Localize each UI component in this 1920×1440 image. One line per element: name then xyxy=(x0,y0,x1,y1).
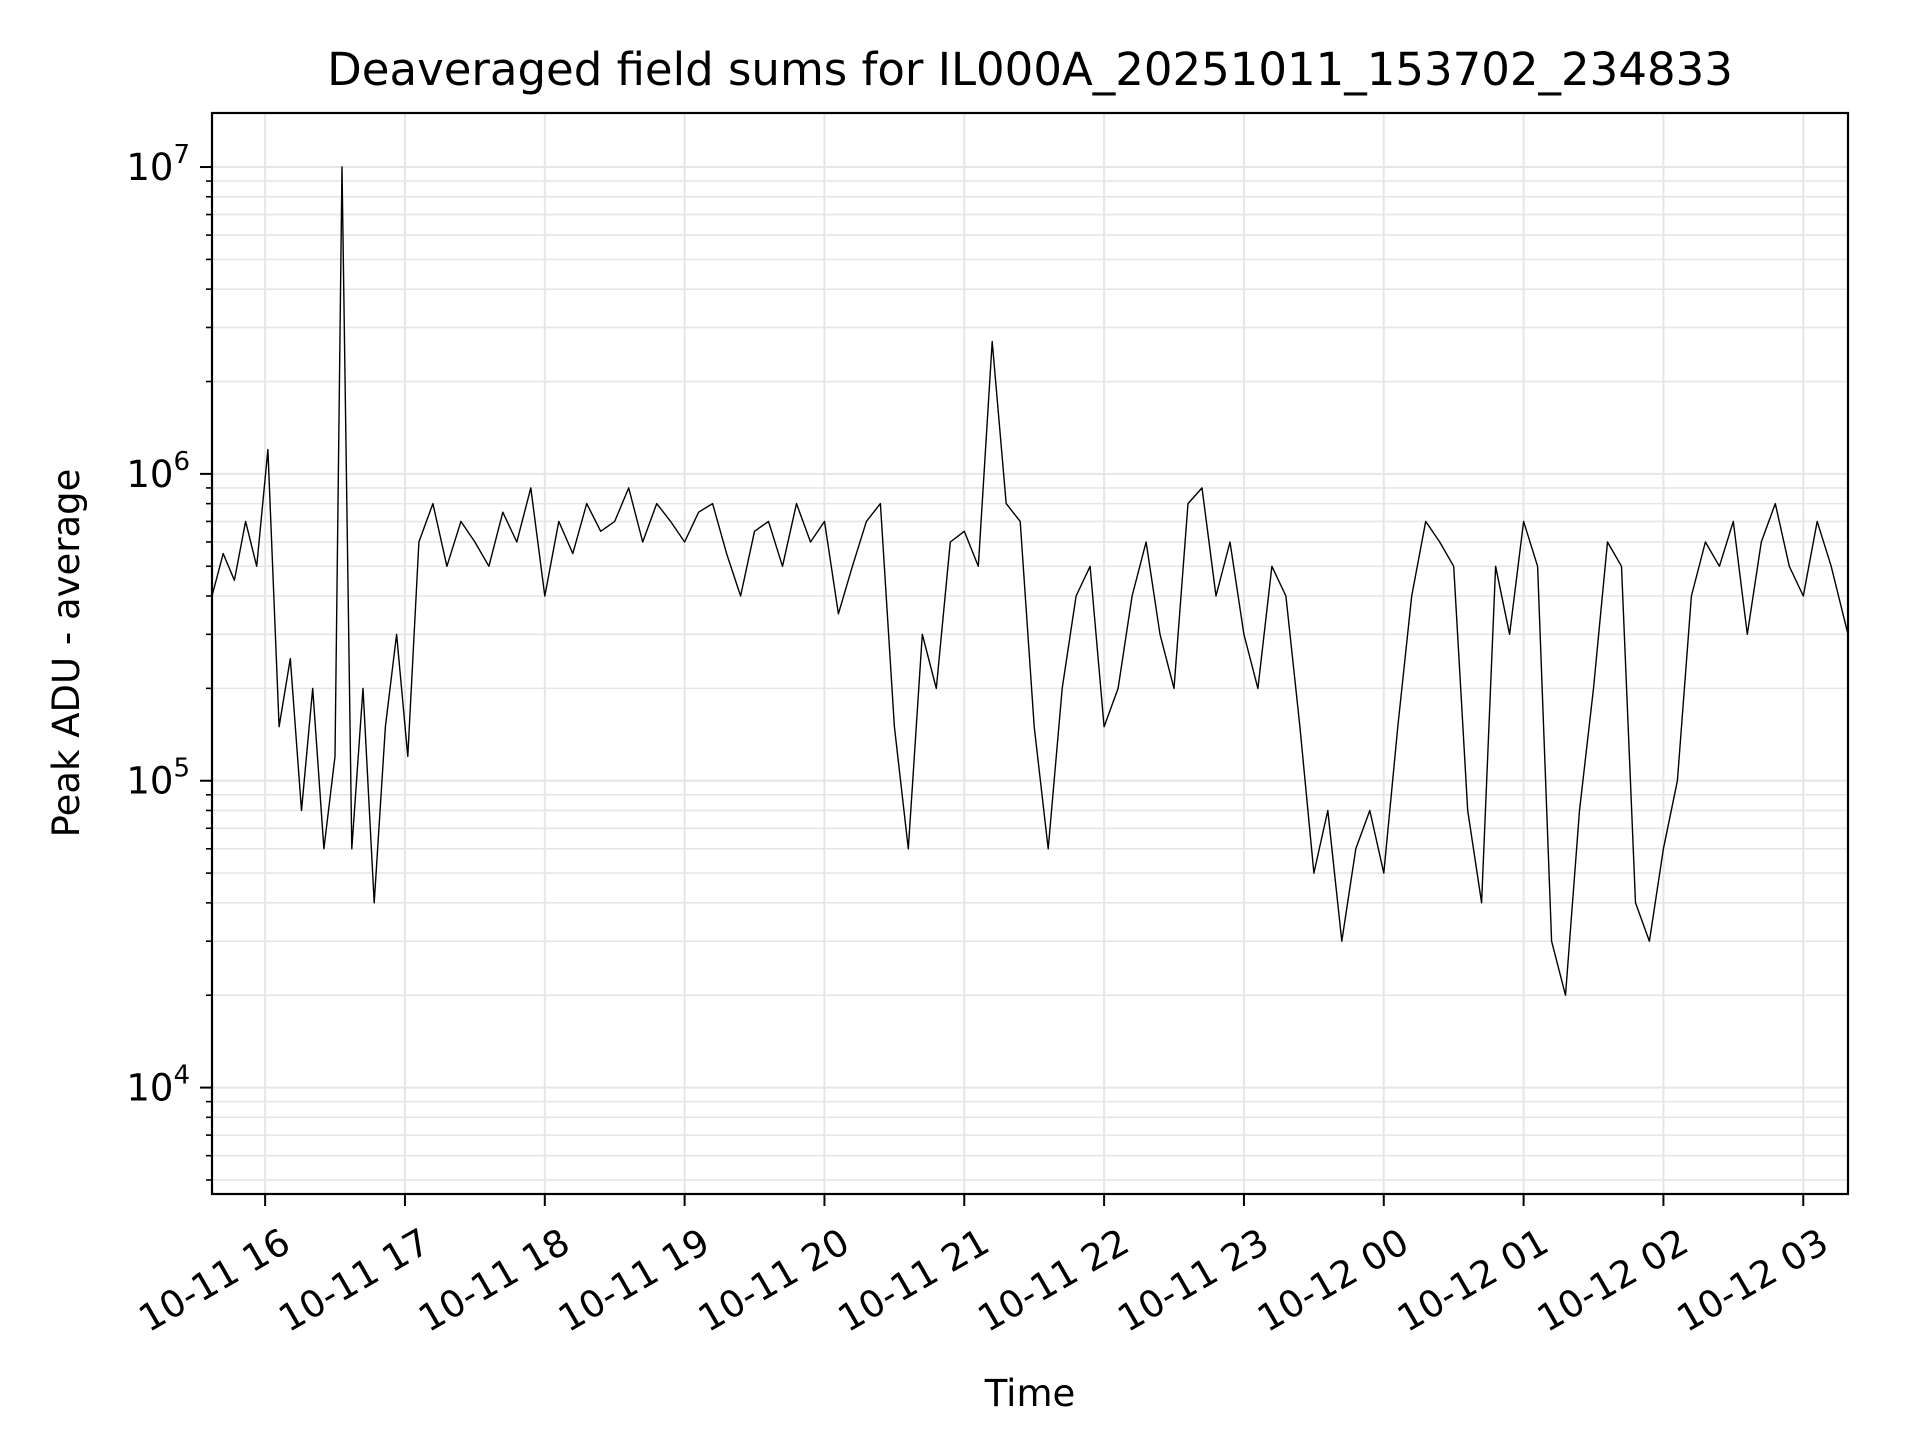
y-axis: 104 105 106 107 xyxy=(126,140,212,1181)
y-axis-label: Peak ADU - average xyxy=(45,469,88,838)
y-tick-label: 106 xyxy=(126,447,190,496)
chart-title: Deaveraged field sums for IL000A_2025101… xyxy=(327,43,1733,96)
series-layer xyxy=(211,166,1849,996)
grid xyxy=(212,113,1848,1194)
y-tick-label: 105 xyxy=(126,754,190,803)
y-tick-label: 107 xyxy=(126,140,190,189)
x-axis-label: Time xyxy=(984,1372,1076,1415)
y-tick-label: 104 xyxy=(126,1061,190,1110)
plot-frame xyxy=(210,111,1850,1196)
series-line xyxy=(211,166,1849,996)
